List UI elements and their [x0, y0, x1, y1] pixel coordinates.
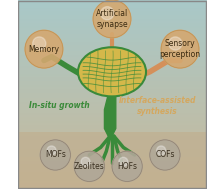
Circle shape [25, 30, 63, 68]
Text: COFs: COFs [155, 150, 175, 160]
Circle shape [157, 146, 166, 155]
Text: HOFs: HOFs [117, 162, 137, 171]
Circle shape [74, 151, 104, 181]
Circle shape [40, 140, 70, 170]
Circle shape [33, 37, 46, 50]
Text: Zeolites: Zeolites [74, 162, 105, 171]
Circle shape [47, 146, 56, 155]
Circle shape [101, 7, 114, 20]
Text: Interface-assisted
synthesis: Interface-assisted synthesis [119, 96, 196, 115]
Circle shape [161, 30, 199, 68]
Text: Artificial
synapse: Artificial synapse [96, 9, 128, 29]
Circle shape [150, 140, 180, 170]
Polygon shape [104, 94, 116, 136]
Text: In-situ growth: In-situ growth [29, 101, 89, 110]
Circle shape [169, 37, 182, 50]
Ellipse shape [78, 47, 146, 96]
Text: MOFs: MOFs [45, 150, 66, 160]
Text: Memory: Memory [28, 45, 59, 54]
Circle shape [119, 157, 128, 166]
Circle shape [81, 157, 90, 166]
Text: Sensory
perception: Sensory perception [159, 40, 201, 59]
Circle shape [112, 151, 142, 181]
Circle shape [93, 0, 131, 38]
